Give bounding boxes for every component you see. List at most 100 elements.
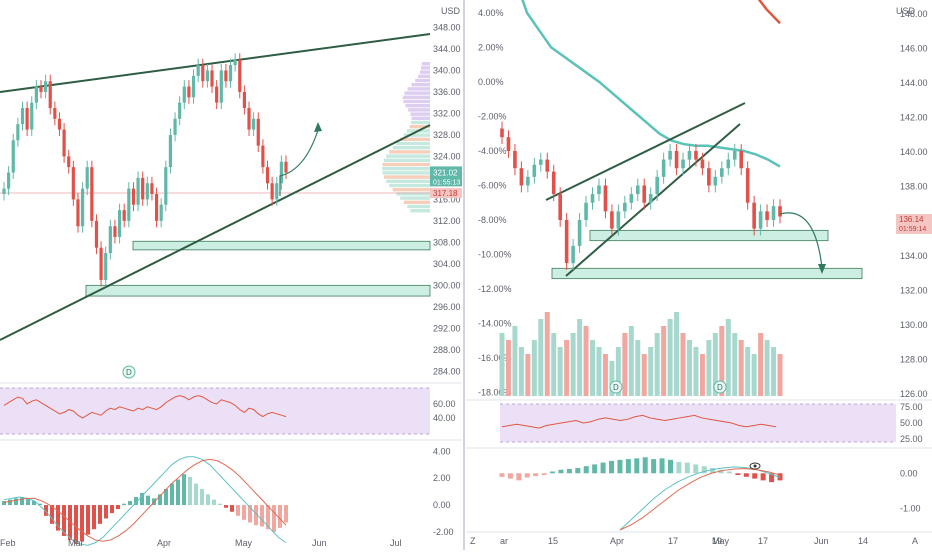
left-rsi-line [3,395,287,419]
left-macd-hist-bar [32,501,36,506]
right-macd-hist-bar [760,473,766,481]
right-price-tick: 146.00 [900,44,928,54]
left-price-tick: 336.00 [433,87,461,97]
right-candle-body [635,185,640,195]
left-macd-hist-bar [38,503,42,506]
left-volume-profile-bar [389,183,430,188]
left-macd-hist-bar [140,492,144,506]
right-candle-body [655,176,659,195]
right-macd-hist-bar [693,464,699,474]
right-x-tick: 15 [548,536,558,546]
right-pct-tick: 4.00% [478,8,504,18]
left-candle-body [284,161,288,173]
left-volume-profile-bar [396,141,430,146]
right-macd-hist-bar [600,462,606,474]
right-candle-body [694,150,698,160]
right-candle-body [681,159,685,169]
right-price-tick: 130.00 [900,320,928,330]
right-volume-bar [777,354,783,396]
right-macd-hist-bar [583,466,589,474]
right-volume-bar [661,326,667,396]
left-volume-profile-bar [408,108,430,112]
left-countdown: 01:55:13 [433,179,460,186]
left-volume-profile-bar [400,196,430,200]
right-candle-body [758,211,763,229]
left-macd-hist-bar [134,497,138,506]
right-candle-body [752,202,756,229]
right-candle-body [603,185,608,212]
left-macd-hist-bar [284,505,288,523]
right-macd-hist-bar [609,460,615,474]
left-candle-body [48,81,52,109]
right-x-tick: Jun [814,536,829,546]
left-volume-profile-bar [411,120,430,125]
right-price-tick: 144.00 [900,78,928,88]
left-price-tick: 312.00 [433,216,461,226]
right-candle-body [765,211,769,220]
left-macd-hist-bar [116,505,120,510]
left-volume-profile-bar [409,125,430,129]
right-candle-body [623,202,627,212]
left-volume-profile-bar [389,150,430,154]
left-support-zone-lower [85,284,431,297]
left-volume-profile-bar [382,167,430,171]
left-volume-profile-bar [403,99,430,104]
left-volume-profile-bar [382,171,430,175]
left-macd-tick: -2.00 [433,527,454,537]
left-volume-profile-bar [407,204,430,209]
right-volume-bar [551,333,557,396]
left-price-tick: 316.00 [433,194,461,204]
left-candle-body [44,81,48,92]
right-price-tick: 128.00 [900,354,928,364]
left-x-tick: Jun [312,538,327,548]
left-volume-profile-bar [402,95,430,99]
right-volume-bar [667,319,673,396]
left-macd-tick: 2.00 [433,473,451,483]
right-macd-hist-bar [575,467,581,474]
left-macd-hist-bar [200,488,204,506]
left-candle-body [210,70,214,87]
right-rsi-tick: 75.00 [900,402,923,412]
left-candle-body [34,86,38,103]
left-chart: 348.00 344.00 340.00 336.00 332.00 328.00 324.… [0,22,462,548]
left-candle-body [219,70,223,103]
left-macd-hist-bar [74,505,78,544]
right-candle-body [726,159,731,169]
right-macd-hist-bar [625,459,631,474]
left-volume-profile-bar [403,200,430,204]
left-volume-profile-bar [415,78,430,83]
right-macd-hist-bar [651,459,657,474]
left-macd-hist-bar [14,498,18,506]
left-candle-body [224,70,228,82]
right-volume-bar [680,333,686,396]
right-volume-bar [628,326,634,396]
right-volume-bar [738,340,744,396]
right-volume-bar [699,354,705,396]
right-candle-body [642,185,647,203]
left-macd-hist-bar [86,505,90,535]
right-volume-bar [706,340,712,396]
left-macd-hist-bar [224,505,228,508]
left-projection-arrowhead [314,122,322,132]
right-zoom-icon[interactable]: Z [470,536,476,546]
left-candle-body [191,75,196,98]
left-candle-body [270,183,274,200]
right-event-badge [609,380,623,394]
left-volume-profile-bar [405,104,430,108]
right-countdown: 01:59:14 [899,226,926,233]
left-volume-profile-bar [400,137,430,141]
right-pct-tick: -4.00% [478,146,507,156]
left-macd-hist-bar [92,505,96,530]
right-support-zone-upper [589,229,829,242]
right-volume-bar [712,333,718,396]
left-volume-profile-bar [386,179,430,183]
left-x-tick: Mar [68,538,84,548]
right-candle-body [506,137,511,151]
left-macd-hist-bar [158,494,162,506]
right-pct-tick: 2.00% [478,42,504,52]
right-volume-bar [544,312,550,396]
left-price-tick: 308.00 [433,237,461,247]
right-price-tick: 138.00 [900,182,928,192]
right-last-price: 136.14 [899,215,924,224]
right-signal-line [619,468,781,531]
